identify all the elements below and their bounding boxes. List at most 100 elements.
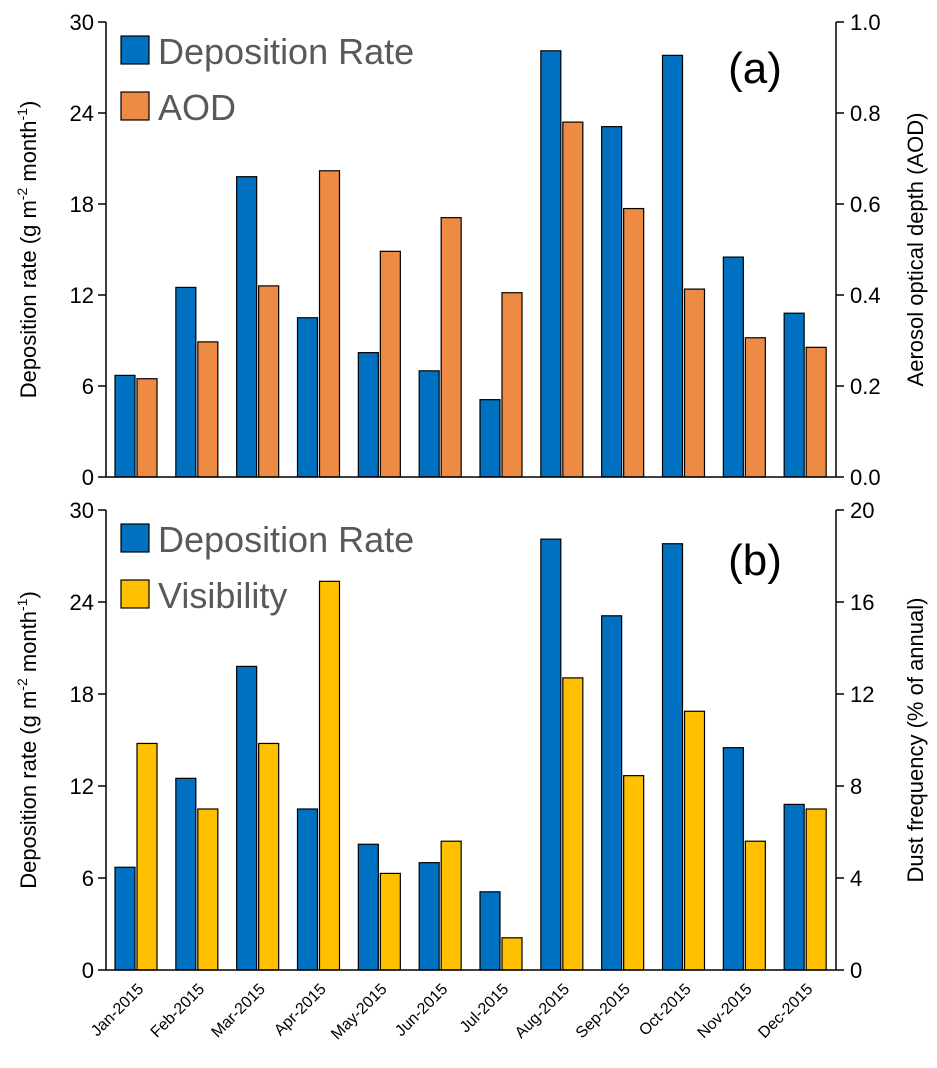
legend-label-deposition-rate: Deposition Rate (158, 519, 414, 560)
bar-deposition-rate-8 (540, 50, 562, 478)
bar-deposition-rate-8 (540, 538, 562, 971)
bar-deposition-rate-5 (357, 352, 379, 478)
legend-swatch-deposition-rate (120, 35, 150, 65)
bar-visibility-3 (258, 742, 280, 971)
bar-visibility-9 (623, 775, 645, 971)
right-tick-label: 0.0 (850, 465, 881, 490)
bar-visibility-10 (683, 710, 706, 971)
left-tick-label: 12 (70, 774, 94, 799)
left-tick-label: 30 (70, 10, 94, 35)
x-tick-label: Jun-2015 (392, 981, 451, 1040)
bar-visibility-1 (136, 742, 158, 971)
bar-deposition-rate-7 (479, 399, 501, 478)
right-tick-label: 0 (850, 958, 862, 983)
bar-deposition-rate-1 (114, 866, 136, 971)
bar-deposition-rate-11 (722, 747, 744, 971)
x-tick-label: Oct-2015 (636, 981, 695, 1040)
right-tick-label: 12 (850, 682, 874, 707)
left-axis-title: Deposition rate (g m-2 month-1) (14, 101, 41, 399)
legend-swatch-aod (120, 91, 150, 121)
right-tick-label: 0.4 (850, 283, 881, 308)
bar-aod-7 (501, 292, 523, 478)
bar-visibility-12 (805, 808, 827, 971)
bar-aod-11 (744, 337, 766, 478)
x-tick-label: Feb-2015 (148, 981, 209, 1042)
bar-deposition-rate-6 (418, 862, 440, 971)
right-tick-label: 8 (850, 774, 862, 799)
bar-deposition-rate-1 (114, 374, 136, 478)
bar-deposition-rate-4 (296, 317, 319, 478)
bar-aod-6 (440, 217, 462, 478)
bar-visibility-11 (744, 840, 766, 971)
bar-deposition-rate-4 (296, 808, 319, 971)
right-tick-label: 16 (850, 590, 874, 615)
bar-aod-10 (683, 288, 706, 478)
right-tick-label: 20 (850, 498, 874, 523)
bar-aod-4 (318, 170, 341, 478)
x-tick-label: Apr-2015 (271, 981, 330, 1040)
left-tick-label: 30 (70, 498, 94, 523)
left-tick-label: 18 (70, 192, 94, 217)
bar-deposition-rate-2 (175, 777, 197, 971)
bar-deposition-rate-9 (601, 615, 623, 971)
bar-aod-3 (258, 285, 280, 478)
legend-label-visibility: Visibility (158, 575, 287, 616)
right-tick-label: 0.6 (850, 192, 881, 217)
bar-deposition-rate-12 (783, 803, 805, 971)
bar-visibility-8 (562, 677, 584, 971)
bar-deposition-rate-5 (357, 843, 379, 971)
bar-deposition-rate-12 (783, 312, 805, 478)
bar-aod-12 (805, 346, 827, 478)
bar-deposition-rate-3 (236, 665, 258, 971)
left-tick-label: 6 (82, 866, 94, 891)
bar-deposition-rate-10 (661, 543, 684, 971)
x-tick-label: Jan-2015 (88, 981, 147, 1040)
left-tick-label: 12 (70, 283, 94, 308)
panel-label: (a) (728, 44, 782, 93)
bar-deposition-rate-11 (722, 256, 744, 478)
x-tick-label: Aug-2015 (512, 981, 573, 1042)
x-tick-label: Sep-2015 (573, 981, 634, 1042)
right-tick-label: 0.8 (850, 101, 881, 126)
bar-aod-8 (562, 121, 584, 478)
left-tick-label: 0 (82, 465, 94, 490)
right-axis-title: Dust frequency (% of annual) (903, 598, 928, 883)
left-tick-label: 0 (82, 958, 94, 983)
left-tick-label: 18 (70, 682, 94, 707)
left-tick-label: 24 (70, 590, 94, 615)
panel-a: 0 6 12 18 24 30 0.0 0.2 0.4 0.6 0.8 1.0 Deposition r… (14, 10, 928, 490)
bar-deposition-rate-7 (479, 891, 501, 971)
bar-visibility-7 (501, 937, 523, 971)
panel-b: 0 6 12 18 24 30 0 4 8 12 16 20 Deposition rate (g m-… (14, 498, 928, 983)
legend-label-deposition-rate: Deposition Rate (158, 31, 414, 72)
left-axis-title: Deposition rate (g m-2 month-1) (14, 591, 41, 889)
legend-swatch-visibility (120, 579, 150, 609)
bar-visibility-2 (197, 808, 219, 971)
left-tick-label: 6 (82, 374, 94, 399)
bar-visibility-5 (379, 872, 401, 971)
x-tick-labels: Jan-2015 Feb-2015 Mar-2015 Apr-2015May-2015… (88, 981, 816, 1043)
bar-deposition-rate-2 (175, 286, 197, 478)
bar-deposition-rate-3 (236, 176, 258, 478)
bar-aod-1 (136, 378, 158, 478)
right-tick-label: 1.0 (850, 10, 881, 35)
x-tick-label: Mar-2015 (208, 981, 269, 1042)
legend-label-aod: AOD (158, 87, 236, 128)
panel-label: (b) (728, 536, 782, 585)
bar-visibility-6 (440, 840, 462, 971)
bar-deposition-rate-10 (661, 54, 684, 478)
x-tick-label: May-2015 (328, 981, 390, 1043)
bar-deposition-rate-9 (601, 126, 623, 478)
left-tick-label: 24 (70, 101, 94, 126)
right-tick-label: 4 (850, 866, 862, 891)
bar-aod-9 (623, 207, 645, 478)
bar-visibility-4 (318, 580, 341, 971)
right-axis-title: Aerosol optical depth (AOD) (903, 113, 928, 387)
bar-aod-5 (379, 250, 401, 478)
right-tick-label: 0.2 (850, 374, 881, 399)
legend-swatch-deposition-rate (120, 523, 150, 553)
bar-aod-2 (197, 341, 219, 478)
x-tick-label: Nov-2015 (695, 981, 756, 1042)
x-tick-label: Dec-2015 (755, 981, 816, 1042)
